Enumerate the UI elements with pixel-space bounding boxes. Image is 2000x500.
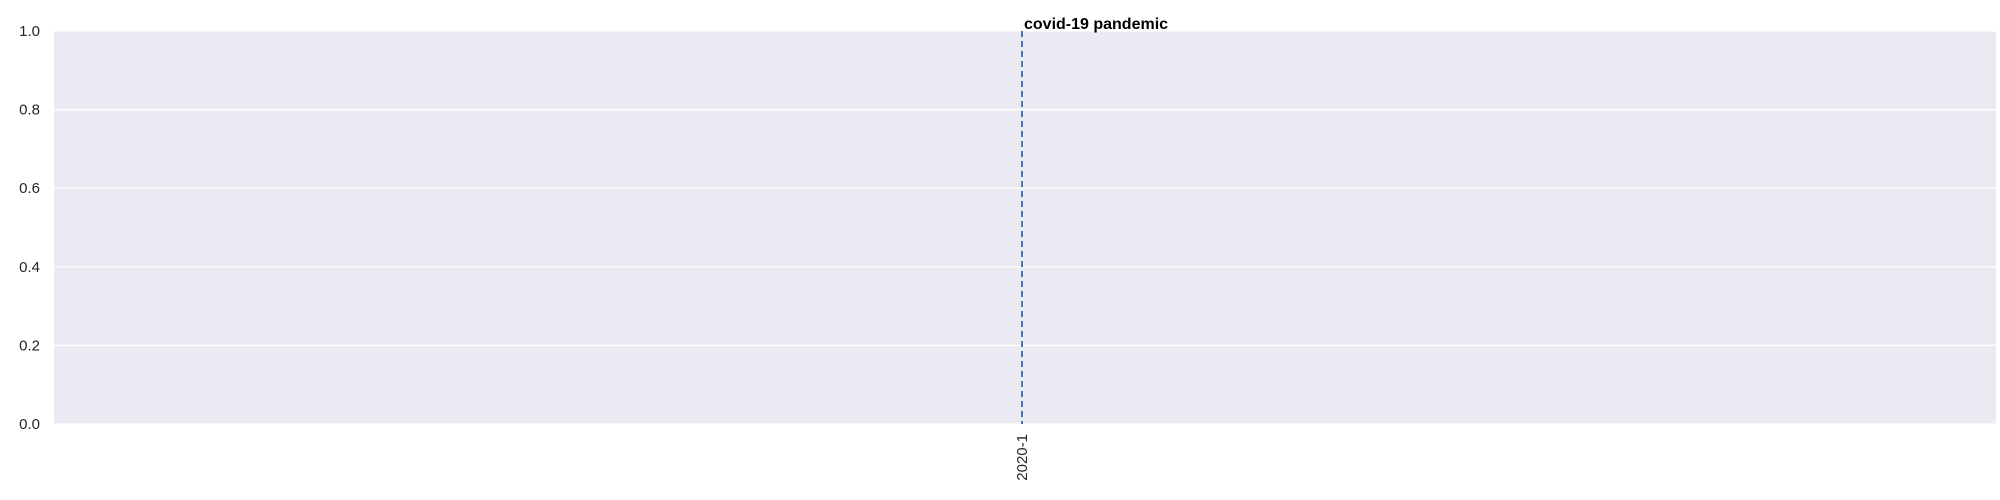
y-axis-ticks: 0.0 0.2 0.4 0.6 0.8 1.0 bbox=[19, 23, 40, 433]
annotation-label: covid-19 pandemic bbox=[1024, 16, 1168, 33]
x-axis-ticks: 2020-1 bbox=[1014, 434, 1031, 481]
plot-area bbox=[54, 31, 1996, 424]
y-tick-label: 0.6 bbox=[19, 180, 40, 197]
y-tick-label: 0.2 bbox=[19, 337, 40, 354]
y-tick-label: 0.4 bbox=[19, 259, 40, 276]
gridlines bbox=[54, 30, 1996, 425]
annotations: covid-19 pandemic bbox=[1021, 16, 1168, 424]
y-tick-label: 1.0 bbox=[19, 23, 40, 40]
x-tick-label: 2020-1 bbox=[1014, 434, 1031, 481]
y-tick-label: 0.0 bbox=[19, 416, 40, 433]
y-tick-label: 0.8 bbox=[19, 102, 40, 119]
